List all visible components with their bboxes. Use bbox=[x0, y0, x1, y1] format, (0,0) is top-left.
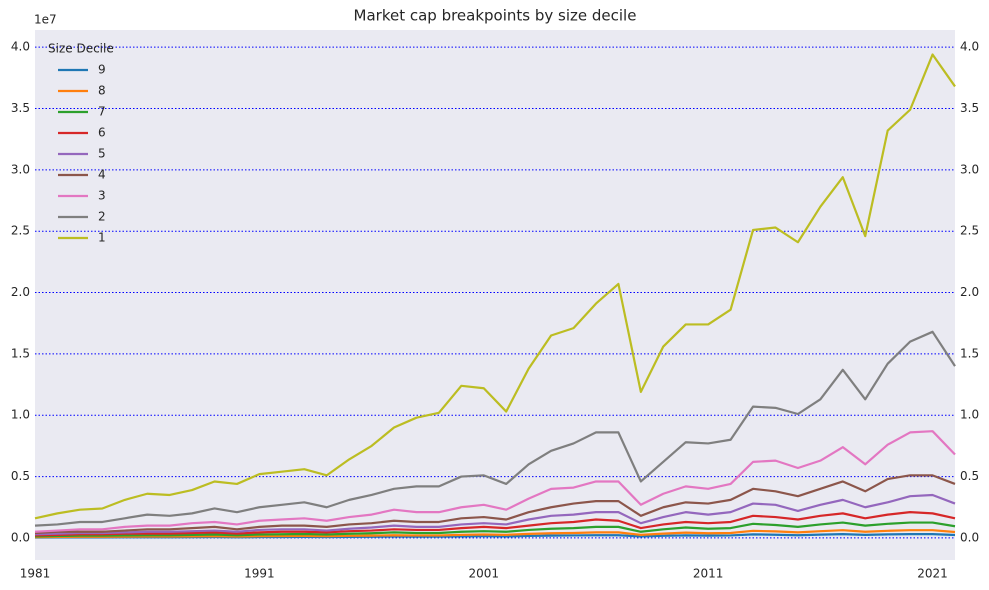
y2-tick-label: 3.0 bbox=[960, 162, 979, 176]
series-line bbox=[34, 430, 956, 533]
y-tick-label: 3.0 bbox=[11, 162, 30, 176]
legend-label: 9 bbox=[98, 63, 106, 77]
series-line bbox=[34, 53, 956, 520]
plot-area bbox=[35, 30, 955, 560]
y-tick-label: 0.0 bbox=[11, 530, 30, 544]
chart-title: Market cap breakpoints by size decile bbox=[354, 7, 637, 25]
y2-tick-label: 3.5 bbox=[960, 101, 979, 115]
legend-label: 1 bbox=[98, 231, 106, 245]
legend-label: 8 bbox=[98, 84, 106, 98]
x-tick-label: 2001 bbox=[469, 567, 500, 581]
series-line bbox=[34, 330, 956, 527]
y2-tick-label: 0.0 bbox=[960, 530, 979, 544]
y2-tick-label: 2.0 bbox=[960, 285, 979, 299]
y-tick-label: 1.5 bbox=[11, 346, 30, 360]
series-line bbox=[34, 529, 956, 539]
y-tick-label: 0.5 bbox=[11, 469, 30, 483]
legend-label: 3 bbox=[98, 189, 106, 203]
legend-label: 5 bbox=[98, 147, 106, 161]
series-line bbox=[34, 474, 956, 535]
legend-label: 6 bbox=[98, 126, 106, 140]
y-tick-label: 3.5 bbox=[11, 101, 30, 115]
legend-label: 4 bbox=[98, 168, 106, 182]
x-tick-label: 1991 bbox=[244, 567, 275, 581]
y2-tick-label: 2.5 bbox=[960, 224, 979, 238]
y2-tick-label: 0.5 bbox=[960, 469, 979, 483]
x-tick-label: 2021 bbox=[917, 567, 948, 581]
series-line bbox=[34, 521, 956, 538]
y-tick-label: 2.5 bbox=[11, 224, 30, 238]
y2-tick-label: 1.5 bbox=[960, 346, 979, 360]
y-tick-label: 4.0 bbox=[11, 40, 30, 54]
legend-label: 2 bbox=[98, 210, 106, 224]
offset-label: 1e7 bbox=[34, 13, 57, 27]
y-tick-label: 2.0 bbox=[11, 285, 30, 299]
legend-label: 7 bbox=[98, 105, 106, 119]
x-tick-label: 2011 bbox=[693, 567, 724, 581]
y2-tick-label: 1.0 bbox=[960, 408, 979, 422]
series-line bbox=[34, 493, 956, 536]
legend-title: Size Decile bbox=[48, 42, 114, 56]
series-line bbox=[34, 511, 956, 537]
y2-tick-label: 4.0 bbox=[960, 40, 979, 54]
y-tick-label: 1.0 bbox=[11, 408, 30, 422]
x-tick-label: 1981 bbox=[20, 567, 51, 581]
